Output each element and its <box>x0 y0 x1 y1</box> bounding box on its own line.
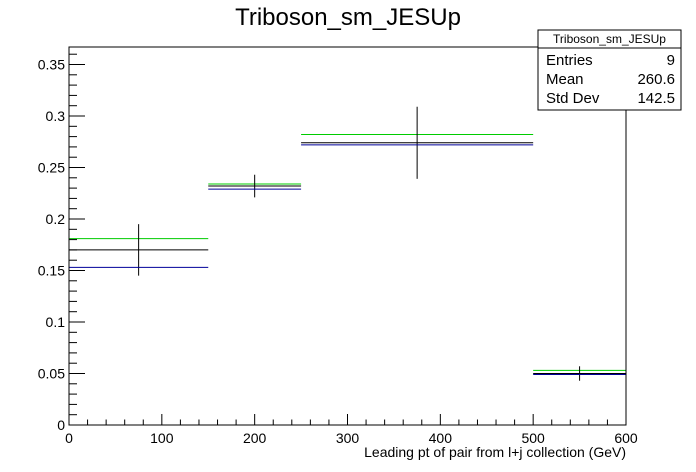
chart-title: Triboson_sm_JESUp <box>235 4 461 31</box>
ticks-layer: 0 100 200 300 400 500 600 0 0.05 0.1 0.15 0.2 0.25 0.… <box>38 53 638 446</box>
stats-mean-value: 260.6 <box>637 71 675 88</box>
y-tick-label: 0.25 <box>38 160 65 176</box>
stats-box-title: Triboson_sm_JESUp <box>553 32 666 46</box>
x-tick-label: 500 <box>521 430 545 446</box>
x-tick-label: 400 <box>429 430 453 446</box>
y-tick-label: 0.3 <box>46 108 66 124</box>
x-tick-label: 200 <box>243 430 267 446</box>
y-tick-label: 0.1 <box>46 314 66 330</box>
stats-entries-label: Entries <box>546 52 593 69</box>
x-tick-label: 600 <box>614 430 638 446</box>
x-axis-title: Leading pt of pair from l+j collection (… <box>364 444 626 460</box>
stats-box: Triboson_sm_JESUp Entries 9 Mean 260.6 S… <box>537 29 682 111</box>
stats-box-frame <box>537 29 682 111</box>
y-tick-label: 0.15 <box>38 263 65 279</box>
stats-stddev-label: Std Dev <box>546 90 600 107</box>
y-tick-label: 0.35 <box>38 57 65 73</box>
y-tick-label: 0 <box>57 417 65 433</box>
stats-stddev-value: 142.5 <box>637 90 675 107</box>
stats-mean-label: Mean <box>546 71 584 88</box>
series-layer <box>69 106 626 381</box>
y-tick-label: 0.2 <box>46 211 66 227</box>
stats-entries-value: 9 <box>667 52 675 69</box>
x-tick-label: 300 <box>336 430 360 446</box>
y-tick-label: 0.05 <box>38 366 65 382</box>
x-tick-label: 100 <box>150 430 174 446</box>
x-tick-label: 0 <box>65 430 73 446</box>
